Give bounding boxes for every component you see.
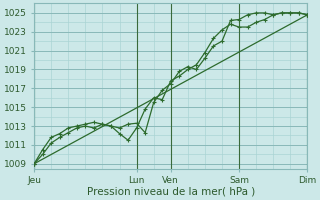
X-axis label: Pression niveau de la mer( hPa ): Pression niveau de la mer( hPa )	[87, 187, 255, 197]
